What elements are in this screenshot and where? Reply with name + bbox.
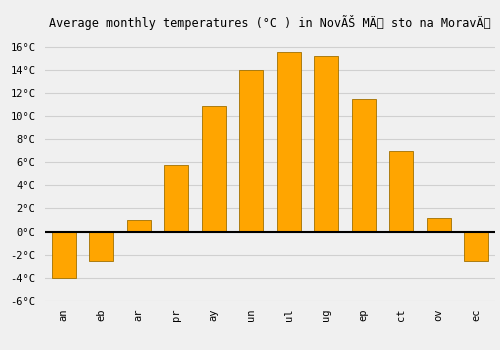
Title: Average monthly temperatures (°C ) in NovÃŠ MÄ sto na MoravÄ: Average monthly temperatures (°C ) in No…	[49, 15, 491, 30]
Bar	[464, 232, 488, 260]
Bar	[352, 99, 376, 232]
Bar	[202, 106, 226, 232]
Bar	[52, 232, 76, 278]
Bar	[389, 150, 413, 232]
Bar	[426, 218, 451, 232]
Bar	[164, 164, 188, 232]
Bar	[239, 70, 264, 232]
Bar	[276, 52, 301, 232]
Bar	[126, 220, 151, 232]
Bar	[314, 56, 338, 232]
Bar	[89, 232, 114, 260]
